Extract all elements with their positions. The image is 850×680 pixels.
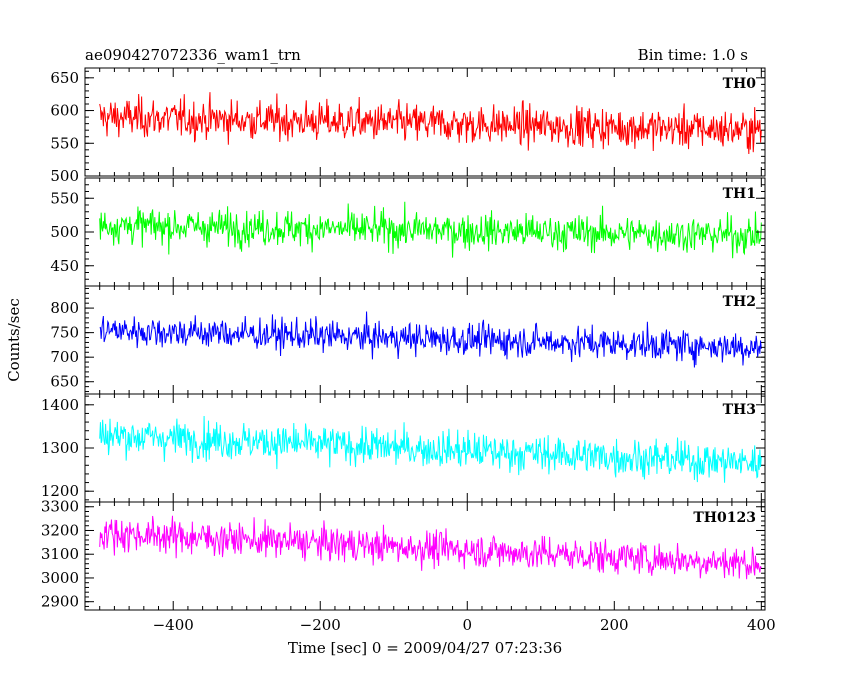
y-tick-label: 550 — [50, 189, 79, 207]
panel-th0123: 2900 3000 3100 3200 3300 TH0123 — [41, 498, 766, 611]
channel-label-th0123: TH0123 — [693, 510, 756, 526]
y-tick-label: 3200 — [41, 521, 79, 539]
x-tick-label: 0 — [462, 616, 472, 634]
panel-frame — [84, 177, 766, 287]
y-tick-label: 650 — [50, 69, 79, 87]
y-tick-label: 500 — [50, 223, 79, 241]
y-tick-label: 700 — [50, 348, 79, 366]
y-tick-label: 1300 — [41, 439, 79, 457]
y-tick-label: 1400 — [41, 396, 79, 414]
panel-th0: 500 550 600 650 TH0 — [50, 67, 766, 185]
y-tick-label: 3100 — [41, 545, 79, 563]
y-tick-label: 450 — [50, 257, 79, 275]
y-tick-label: 650 — [50, 373, 79, 391]
channel-label-th1: TH1 — [723, 186, 756, 202]
series-th3 — [99, 416, 762, 483]
y-tick-label: 800 — [50, 299, 79, 317]
bin-time-label: Bin time: 1.0 s — [638, 46, 748, 64]
panel-frame — [84, 67, 766, 177]
panel-frame — [84, 501, 766, 611]
series-th1 — [99, 201, 762, 259]
y-tick-label: 750 — [50, 324, 79, 342]
y-tick-label: 600 — [50, 102, 79, 120]
series-th2 — [99, 311, 762, 368]
y-tick-label: 2900 — [41, 593, 79, 611]
x-tick-label: −200 — [300, 616, 341, 634]
y-tick-label: 500 — [50, 167, 79, 185]
chart-title: ae090427072336_wam1_trn — [85, 46, 301, 64]
channel-label-th3: TH3 — [723, 402, 756, 418]
x-tick-label: 400 — [747, 616, 776, 634]
x-tick-label: −400 — [153, 616, 194, 634]
panel-th2: 650 700 750 800 TH2 — [50, 285, 766, 395]
x-tick-label: 200 — [600, 616, 629, 634]
y-axis-label: Counts/sec — [5, 298, 23, 382]
panel-th3: 1200 1300 1400 TH3 — [41, 393, 766, 503]
y-tick-label: 1200 — [41, 482, 79, 500]
panel-th1: 450 500 550 TH1 — [50, 177, 766, 287]
channel-label-th0: TH0 — [723, 76, 757, 92]
panels-group: 500 550 600 650 TH0 450 500 550 TH1 650 700 750 800 T… — [41, 67, 776, 634]
x-axis-label: Time [sec] 0 = 2009/04/27 07:23:36 — [288, 639, 562, 657]
y-tick-label: 3000 — [41, 569, 79, 587]
channel-label-th2: TH2 — [723, 294, 756, 310]
series-th0 — [99, 92, 762, 154]
y-tick-label: 3300 — [41, 498, 79, 516]
y-tick-label: 550 — [50, 134, 79, 152]
series-th0123 — [99, 515, 762, 580]
